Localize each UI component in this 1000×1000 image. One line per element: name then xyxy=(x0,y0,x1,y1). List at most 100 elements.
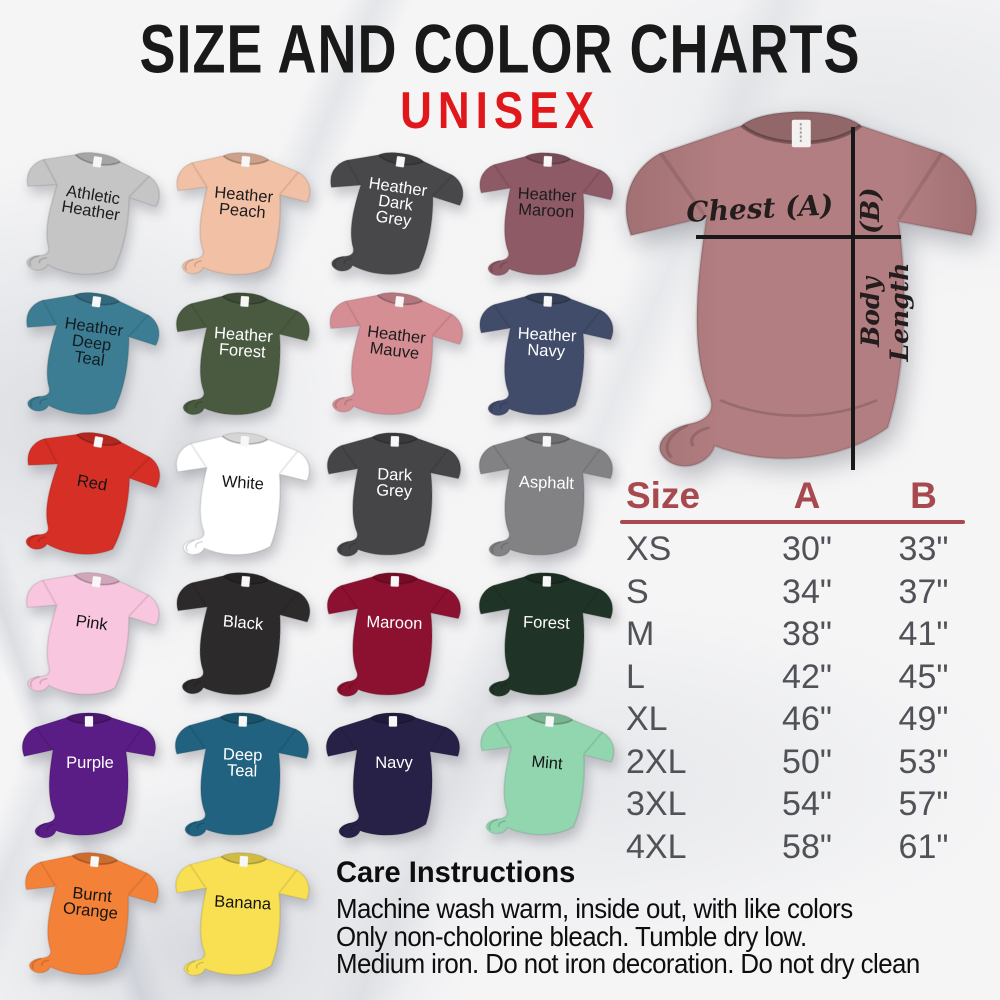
shading-overlay xyxy=(626,111,977,467)
color-swatch-burnt-orange: Burnt Orange xyxy=(7,837,173,992)
tshirt-icon xyxy=(176,572,311,696)
column-header-a: A xyxy=(793,475,821,516)
body-length-label: Body Length xyxy=(856,262,914,362)
color-name-label: Black xyxy=(222,612,264,634)
color-name-label: Deep Teal xyxy=(222,745,263,781)
size-cell: 2XL xyxy=(626,742,687,781)
color-swatch-grid: Athletic Heather Heather Peach Heather D… xyxy=(14,145,622,985)
size-chart-header: Size A B xyxy=(620,474,965,518)
color-swatch-banana: Banana xyxy=(162,841,321,989)
collar-tag xyxy=(545,715,555,727)
length-value-cell: 41" xyxy=(898,615,949,653)
color-swatch-pink: Pink xyxy=(5,555,175,715)
knot-creases xyxy=(28,534,47,546)
color-swatch-black: Black xyxy=(160,559,324,712)
measurement-shirt: Chest (A) (B) Body Length xyxy=(612,98,996,478)
sleeve-seams xyxy=(41,579,150,617)
color-swatch-heather-dark-grey: Heather Dark Grey xyxy=(309,135,479,295)
sleeve-seams xyxy=(493,304,602,334)
sleeve-seams xyxy=(658,152,944,221)
sleeve-seams xyxy=(34,726,144,752)
color-swatch-red: Red xyxy=(3,413,177,577)
care-line: Machine wash warm, inside out, with like… xyxy=(336,893,853,924)
knot-creases xyxy=(488,818,507,831)
size-row: 2XL 50" 53" xyxy=(620,741,965,784)
color-swatch-athletic-heather: Athletic Heather xyxy=(4,134,176,296)
sleeve-seams xyxy=(39,861,148,896)
knot-creases xyxy=(186,960,204,973)
color-swatch-purple: Purple xyxy=(14,705,166,845)
knot-creases xyxy=(184,258,203,271)
color-name-label: Maroon xyxy=(366,613,423,634)
tshirt-icon xyxy=(478,432,614,557)
color-swatch-white: White xyxy=(161,420,322,570)
sleeve-seams xyxy=(41,299,150,337)
knot-creases xyxy=(185,539,203,552)
sleeve-seams xyxy=(340,585,449,613)
size-row: M 38" 41" xyxy=(620,613,965,656)
collar-tag xyxy=(543,155,553,167)
sleeve-seams xyxy=(494,722,604,755)
sleeve-seams xyxy=(190,443,299,474)
tshirt-icon xyxy=(479,152,614,277)
sleeve-seams xyxy=(190,162,300,195)
chest-value-cell: 42" xyxy=(782,657,832,696)
sleeve-seams xyxy=(340,445,449,473)
size-row: S 34" 37" xyxy=(620,571,965,614)
size-cell: M xyxy=(626,615,655,653)
chest-value-cell: 30" xyxy=(782,530,832,568)
collar-tag xyxy=(395,156,406,168)
knot-creases xyxy=(333,256,352,268)
sleeve-seams xyxy=(43,438,151,478)
length-value-cell: 49" xyxy=(898,700,949,738)
color-swatch-maroon: Maroon xyxy=(316,562,473,707)
color-swatch-asphalt: Asphalt xyxy=(468,422,625,567)
subtitle-unisex: UNISEX xyxy=(400,82,600,140)
size-cell: 3XL xyxy=(626,785,687,823)
knot-creases xyxy=(341,822,359,836)
size-cell: 4XL xyxy=(626,827,687,866)
collar-tag xyxy=(84,716,94,727)
sleeve-seams xyxy=(188,725,297,753)
tshirt-icon xyxy=(176,152,311,276)
chest-value-cell: 58" xyxy=(782,827,832,866)
size-row: 3XL 54" 57" xyxy=(620,783,965,826)
length-value-cell: 45" xyxy=(898,657,949,696)
knot-creases xyxy=(491,541,509,554)
color-name-label: Navy xyxy=(375,754,413,773)
color-swatch-heather-forest: Heather Forest xyxy=(161,280,322,430)
knot-creases xyxy=(334,397,353,409)
knot-creases xyxy=(490,400,508,413)
tshirt-icon xyxy=(175,432,311,556)
tshirt-icon xyxy=(25,292,160,415)
length-value-cell: 37" xyxy=(898,572,949,611)
size-cell: L xyxy=(626,657,645,696)
chest-value-cell: 54" xyxy=(782,785,832,823)
tshirt-icon xyxy=(326,572,462,697)
color-swatch-heather-maroon: Heather Maroon xyxy=(466,141,625,289)
tshirt-icon xyxy=(175,292,311,416)
body-length-measure-line xyxy=(851,127,855,470)
tshirt-icon xyxy=(329,292,464,416)
sleeve-seams xyxy=(189,864,298,894)
collar-tag xyxy=(91,296,102,308)
color-swatch-heather-navy: Heather Navy xyxy=(466,281,625,429)
chest-value-cell: 46" xyxy=(782,700,832,738)
sleeve-seams xyxy=(493,164,602,194)
tshirt-icon xyxy=(325,712,461,839)
size-cell: XS xyxy=(626,530,672,568)
tshirt-icon xyxy=(25,431,161,555)
collar-tag xyxy=(240,295,250,307)
size-chart: Size A B XS 30" 33" S 34" 37" M 38" 41" … xyxy=(620,474,965,868)
care-instructions-heading: Care Instructions xyxy=(336,856,576,889)
knot-creases xyxy=(37,822,55,836)
color-swatch-heather-deep-teal: Heather Deep Teal xyxy=(5,275,175,435)
sleeve-seams xyxy=(344,300,453,336)
sleeve-seams xyxy=(492,585,601,613)
color-swatch-navy: Navy xyxy=(318,705,470,845)
color-swatch-dark-grey: Dark Grey xyxy=(316,422,473,567)
chest-measure-line xyxy=(696,235,901,239)
collar-tag xyxy=(388,716,398,727)
color-name-label: Forest xyxy=(522,613,571,633)
